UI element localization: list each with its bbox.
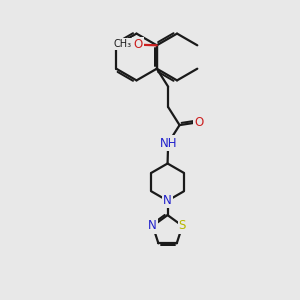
Text: CH₃: CH₃ [113, 39, 132, 49]
Text: O: O [194, 116, 204, 129]
Text: NH: NH [159, 136, 177, 150]
Text: N: N [163, 194, 172, 207]
Text: O: O [134, 38, 143, 51]
Text: N: N [148, 219, 157, 232]
Text: S: S [179, 219, 186, 232]
